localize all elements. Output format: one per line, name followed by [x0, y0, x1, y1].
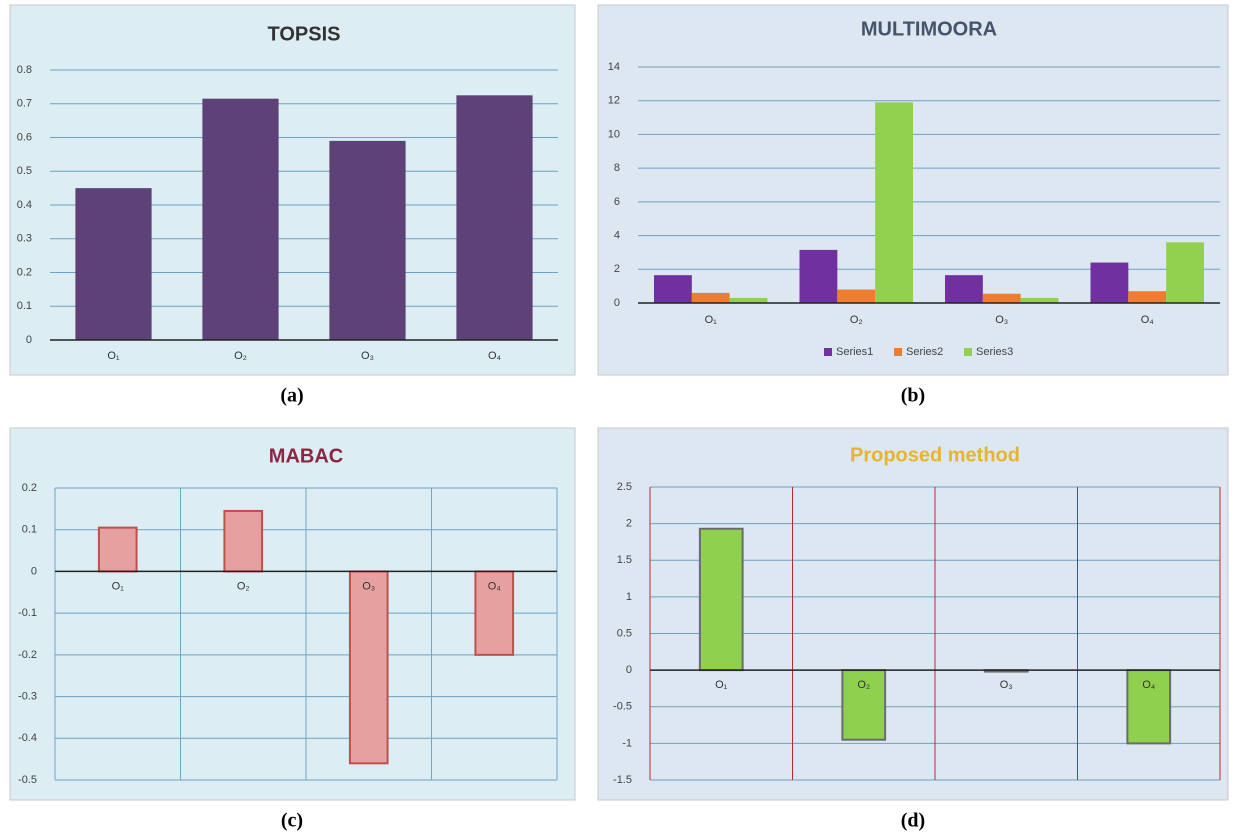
y-tick-label: 8 [614, 162, 620, 174]
bar [1090, 262, 1129, 303]
y-tick-label: 0 [614, 297, 620, 309]
y-tick-label: -0.4 [18, 732, 37, 744]
legend-label: Series2 [906, 346, 943, 358]
x-tick-label: O₁ [715, 679, 728, 691]
bar [982, 293, 1021, 303]
bar [691, 292, 730, 303]
y-tick-label: 2 [614, 263, 620, 275]
y-tick-label: -0.1 [18, 607, 37, 619]
y-tick-label: 4 [614, 229, 620, 241]
chart-title: MABAC [269, 445, 343, 467]
legend-swatch [824, 348, 832, 356]
y-tick-label: 14 [608, 61, 620, 73]
y-tick-label: 0 [626, 664, 632, 676]
y-tick-label: 0 [26, 334, 32, 346]
y-tick-label: 0.1 [17, 300, 32, 312]
bar [654, 275, 692, 303]
bar [729, 297, 768, 303]
panel-background [597, 4, 1229, 376]
y-tick-label: 0.2 [17, 266, 32, 278]
bar [837, 289, 876, 303]
y-tick-label: -0.2 [18, 649, 37, 661]
x-tick-label: O₁ [107, 350, 120, 362]
caption: (c) [281, 810, 303, 832]
y-tick-label: 0.8 [17, 64, 32, 76]
bar [223, 509, 264, 573]
y-tick-label: 2.5 [617, 481, 632, 493]
x-tick-label: O₄ [488, 350, 502, 362]
x-tick-label: O₃ [995, 314, 1008, 326]
x-tick-label: O₂ [857, 679, 870, 691]
y-tick-label: 0.7 [17, 98, 32, 110]
y-tick-label: 0.4 [17, 199, 32, 211]
bar [75, 188, 152, 340]
y-tick-label: 0 [31, 565, 37, 577]
chart-title: Proposed method [850, 444, 1020, 466]
chart-title: MULTIMOORA [861, 18, 997, 40]
x-tick-label: O₄ [1141, 314, 1155, 326]
x-tick-label: O₁ [705, 314, 718, 326]
x-tick-label: O₂ [237, 580, 250, 592]
bar [97, 526, 138, 573]
bar [456, 95, 533, 340]
x-tick-label: O₃ [1000, 679, 1013, 691]
y-tick-label: 6 [614, 196, 620, 208]
y-tick-label: 12 [608, 95, 620, 107]
y-tick-label: -0.5 [613, 701, 632, 713]
x-tick-label: O₄ [488, 580, 502, 592]
y-tick-label: -0.5 [18, 774, 37, 786]
legend-label: Series1 [836, 346, 873, 358]
y-tick-label: -1 [622, 737, 632, 749]
bar [1128, 291, 1167, 303]
bar [698, 527, 744, 672]
y-tick-label: 0.5 [17, 165, 32, 177]
x-tick-label: O₂ [850, 314, 863, 326]
y-tick-label: 0.1 [22, 524, 37, 536]
y-tick-label: -1.5 [613, 774, 632, 786]
y-tick-label: 1.5 [617, 554, 632, 566]
y-tick-label: 0.3 [17, 233, 32, 245]
y-tick-label: 1 [626, 591, 632, 603]
bar [1126, 669, 1172, 745]
y-tick-label: 2 [626, 518, 632, 530]
bar [1020, 297, 1059, 303]
caption: (d) [901, 810, 925, 832]
x-tick-label: O₁ [112, 580, 125, 592]
bar [945, 275, 983, 303]
y-tick-label: 0.6 [17, 131, 32, 143]
legend-label: Series3 [976, 346, 1013, 358]
y-tick-label: 0.2 [22, 482, 37, 494]
legend-swatch [964, 348, 972, 356]
x-tick-label: O₃ [362, 580, 375, 592]
legend-swatch [894, 348, 902, 356]
chart-title: TOPSIS [268, 23, 341, 45]
x-tick-label: O₄ [1142, 679, 1156, 691]
bar [202, 98, 279, 340]
y-tick-label: 0.5 [617, 627, 632, 639]
caption: (b) [901, 385, 925, 407]
bar [875, 102, 913, 304]
bar [329, 140, 406, 340]
caption: (a) [280, 385, 303, 407]
y-tick-label: -0.3 [18, 690, 37, 702]
x-tick-label: O₂ [234, 350, 247, 362]
y-tick-label: 10 [608, 128, 620, 140]
x-tick-label: O₃ [361, 350, 374, 362]
bar [348, 570, 389, 765]
bar [1166, 242, 1204, 303]
bar [799, 249, 838, 303]
